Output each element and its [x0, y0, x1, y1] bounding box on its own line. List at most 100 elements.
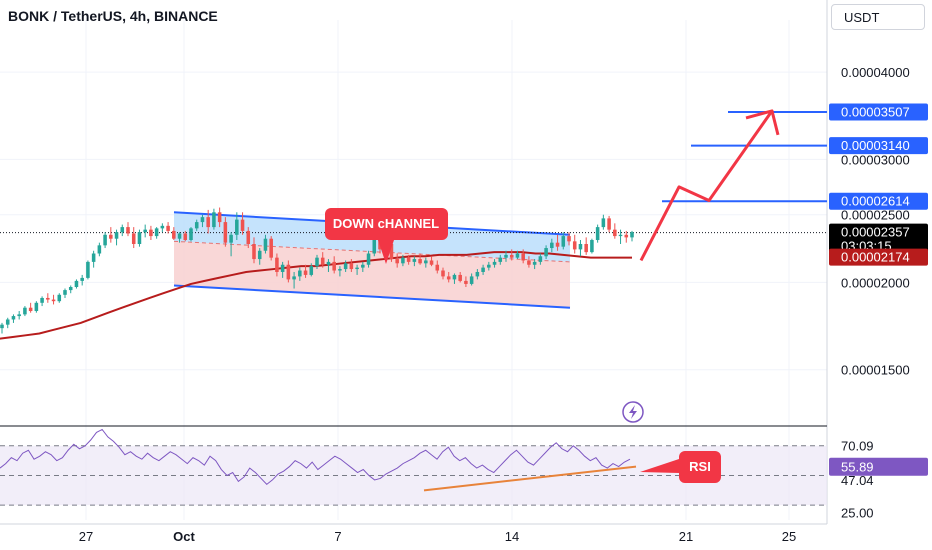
candle-body [349, 263, 354, 270]
candle-body [326, 261, 331, 265]
candle-body [97, 245, 102, 254]
candle-body [263, 238, 268, 251]
candle-body [435, 264, 440, 271]
candle-body [361, 264, 365, 268]
candle-body [441, 270, 445, 277]
candle-body [177, 233, 182, 239]
price-tag-label: 0.00002614 [841, 194, 910, 209]
candle-body [114, 232, 119, 239]
candle-body [481, 267, 485, 272]
candle-body [217, 212, 222, 223]
candle-body [613, 229, 617, 237]
candle-body [206, 217, 210, 228]
candle-body [446, 276, 451, 280]
candle-body [412, 259, 417, 262]
price-tick-label: 0.00001500 [841, 363, 910, 378]
moving-average-line [0, 251, 632, 340]
candle-body [498, 257, 503, 262]
candle-body [532, 261, 537, 265]
candle-body [212, 212, 216, 228]
candle-body [109, 234, 113, 239]
time-axis[interactable]: 27 Oct 7 14 21 25 [79, 529, 796, 544]
candle-body [223, 222, 228, 243]
candle-body [172, 230, 176, 239]
candle-body [86, 261, 90, 278]
time-tick-label: 14 [505, 529, 519, 544]
candle-body [292, 276, 296, 280]
candle-body [23, 307, 27, 315]
candle-body [406, 257, 411, 262]
chart-title: BONK / TetherUS, 4h, BINANCE [8, 8, 218, 24]
rsi-callout-box [679, 451, 721, 483]
candle-body [91, 253, 96, 262]
candle-body [0, 324, 4, 329]
candle-body [607, 218, 611, 230]
rsi-tick-label: 25.00 [841, 506, 874, 521]
candle-body [544, 248, 548, 257]
candle-body [131, 233, 136, 244]
candle-body [475, 271, 480, 277]
channel-mid-line [173, 240, 571, 263]
candle-body [40, 297, 44, 303]
candle-body [275, 257, 279, 272]
price-axis[interactable]: 0.00004000 0.00003000 0.00002500 0.00002000… [829, 65, 928, 521]
lightning-icon [622, 401, 644, 423]
candle-body [11, 316, 16, 320]
candle-body [257, 250, 262, 260]
candle-body [389, 243, 394, 260]
candle-body [103, 234, 107, 246]
candle-body [46, 297, 50, 300]
time-tick-label: 21 [679, 529, 693, 544]
candle-body [366, 253, 371, 265]
callout-box [325, 208, 448, 240]
rsi-value-label: 55.89 [841, 460, 874, 475]
annotation-layer [0, 109, 827, 423]
rsi-callout-text: RSI [689, 459, 711, 474]
callout-layer: DOWN cHANNEL [325, 208, 448, 264]
price-tag-label: 0.00002174 [841, 250, 910, 265]
candle-body [34, 302, 39, 312]
currency-unit-button[interactable]: USDT [831, 4, 925, 30]
rsi-value-tag [829, 457, 928, 476]
candle-body [561, 236, 566, 247]
candle-body [355, 267, 359, 270]
candle-body [298, 270, 302, 277]
lightning-icon-ring [622, 401, 644, 423]
candle-body [80, 277, 84, 281]
candle-body [424, 260, 428, 264]
rsi-tick-label: 47.04 [841, 473, 874, 488]
candle-body [464, 280, 468, 284]
candle-body [51, 299, 56, 302]
candle-body [137, 232, 142, 244]
candle-body [343, 263, 348, 270]
projection-arrow [639, 110, 774, 262]
candle-body [63, 290, 67, 295]
callout-pointer [378, 240, 394, 264]
candle-body [269, 238, 273, 258]
target-price-tag [829, 137, 928, 155]
candle-body [487, 264, 491, 268]
candle-body [68, 286, 73, 291]
candle-body [154, 228, 159, 237]
channel-lower-line [173, 284, 571, 309]
candle-body [309, 266, 314, 275]
candle-body [5, 319, 10, 325]
rsi-pane: RSI [0, 428, 827, 506]
lightning-icon-bolt [629, 405, 637, 419]
callout-text: DOWN cHANNEL [333, 216, 439, 231]
candle-body [572, 241, 577, 250]
time-tick-label: 25 [782, 529, 796, 544]
candle-body [458, 274, 462, 281]
price-tag-label: 0.00003507 [841, 105, 910, 120]
price-tag-label: 0.00002357 [841, 225, 910, 240]
candle-body [578, 243, 583, 250]
price-tick-label: 0.00004000 [841, 65, 910, 80]
candle-body [624, 234, 629, 238]
ma-price-tag [829, 248, 928, 266]
candle-body [303, 270, 308, 275]
candle-body [555, 242, 560, 247]
candle-body [252, 243, 256, 260]
candle-body [240, 219, 245, 231]
candle-body [401, 257, 405, 264]
